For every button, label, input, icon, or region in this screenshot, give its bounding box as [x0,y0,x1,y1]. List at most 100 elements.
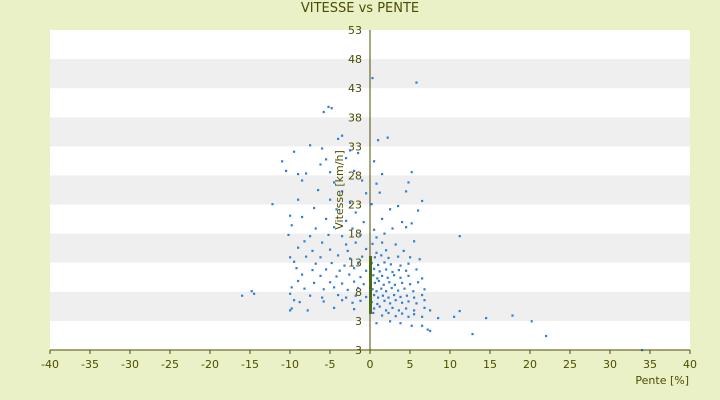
data-point [253,292,256,295]
data-point [241,294,244,297]
data-point [378,305,381,308]
data-point [322,110,325,114]
data-point [375,251,378,254]
data-point [407,300,410,303]
data-point [375,236,378,239]
data-point [410,324,413,327]
data-point [388,281,391,284]
data-point [381,173,384,176]
data-point [413,313,416,316]
data-point [313,281,316,284]
y-axis-highlight [369,256,372,314]
data-point [397,289,400,292]
data-point [381,217,384,220]
data-point [333,226,336,229]
data-point [295,267,298,270]
data-point [345,296,348,299]
data-point [389,208,392,211]
data-point [373,307,376,310]
data-point [391,306,394,309]
data-point [423,288,426,291]
data-point [354,241,357,244]
data-point [322,300,325,303]
data-point [407,274,410,277]
data-point [377,139,380,142]
data-point [290,224,293,227]
data-point [297,173,300,176]
x-tick-labels: -40 -35 -30 -25 -20 -15 -10 -5 0 5 10 15 20 25 30 35 40 [41,350,697,371]
data-point [354,211,357,214]
data-point [346,249,349,252]
data-point [389,302,392,305]
data-point [365,269,368,272]
x-tick-label: 30 [603,358,617,371]
data-point [329,198,332,201]
data-point [321,296,324,299]
data-point [359,233,362,236]
data-point [399,295,402,299]
data-point [289,292,292,295]
chart-title: VITESSE vs PENTE [300,1,420,16]
data-point [380,287,383,290]
data-point [372,274,375,277]
x-tick-label: 35 [643,358,657,371]
data-point [393,274,396,277]
data-point [301,179,304,182]
data-point [407,262,410,265]
data-point [393,283,396,286]
data-point [345,157,348,160]
data-point [319,163,322,166]
y-axis-title: Vitesse [km/h] [333,150,346,230]
data-point [287,233,290,236]
x-tick-label: -25 [161,358,179,371]
data-point [343,264,346,267]
data-point [405,226,408,229]
data-point [413,296,416,299]
data-point [381,241,384,244]
data-point [349,201,352,204]
data-point [311,249,314,252]
data-point [423,306,426,309]
data-point [301,273,304,276]
data-point [381,314,384,317]
data-point [401,312,404,315]
data-point [365,295,368,299]
data-point [391,270,394,274]
data-point [335,275,338,278]
data-point [325,158,328,161]
data-point [349,149,352,152]
data-point [357,286,360,290]
y-tick-label: 43 [348,82,362,95]
data-point [407,315,410,318]
data-point [421,293,424,297]
data-point [378,270,381,273]
data-point [314,262,317,265]
data-point [415,81,418,84]
data-point [359,276,362,279]
data-point [333,181,336,184]
data-point [429,329,432,332]
data-point [377,296,380,299]
data-point [511,314,514,317]
data-point [325,268,328,271]
data-point [293,260,296,263]
data-point [359,299,362,302]
data-point [371,242,374,245]
y-tick-label: 3 [355,315,362,328]
data-point [345,243,348,246]
data-point [399,276,402,279]
data-point [297,279,300,283]
data-point [423,299,426,302]
data-point [402,249,405,252]
data-point [353,308,356,311]
data-point [330,261,333,265]
data-point [329,171,332,174]
data-point [303,287,306,290]
data-point [345,219,348,222]
data-point [333,286,336,289]
x-tick-label: 15 [483,358,497,371]
data-point [298,301,301,304]
data-point [375,182,378,185]
x-tick-label: -40 [41,358,59,371]
